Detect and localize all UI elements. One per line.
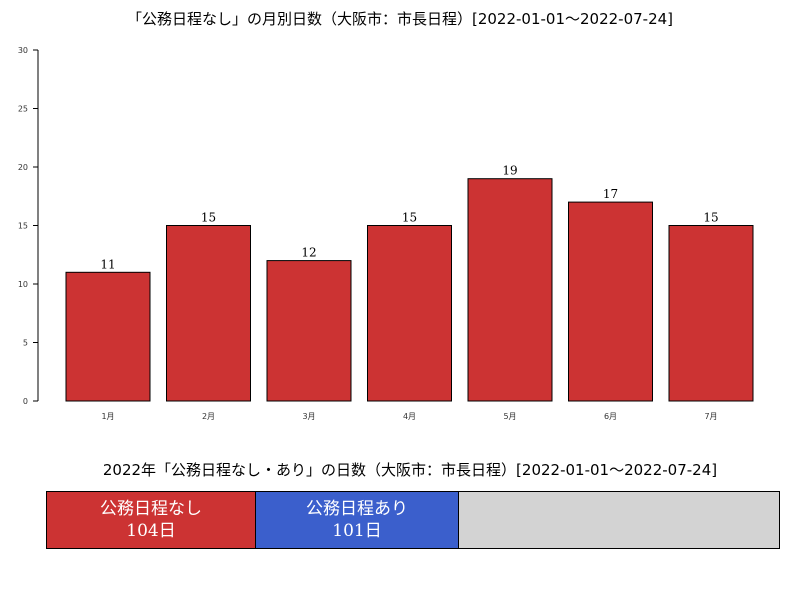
bar: [266, 260, 352, 402]
x-tick-label: 2月: [202, 412, 215, 421]
chart-title: 「公務日程なし」の月別日数（大阪市：市長日程）[2022-01-01〜2022-…: [127, 10, 673, 28]
y-tick-label: 10: [18, 280, 28, 289]
bar-value-label: 17: [603, 187, 618, 201]
x-tick-label: 1月: [101, 412, 114, 421]
bar-value-label: 15: [703, 211, 718, 225]
segment-with-duty: 公務日程あり 101日: [255, 491, 459, 549]
bar: [467, 178, 553, 402]
bar: [166, 225, 251, 402]
bar-value-label: 15: [402, 211, 417, 225]
segment-remaining: [458, 491, 780, 549]
segment-no-duty-label: 公務日程なし: [100, 499, 202, 519]
segment-no-duty-value: 104日: [126, 521, 176, 541]
bar: [65, 271, 151, 402]
summary-title: 2022年「公務日程なし・あり」の日数（大阪市：市長日程）[2022-01-01…: [102, 461, 718, 479]
y-tick-label: 20: [18, 163, 28, 172]
segment-no-duty: 公務日程なし 104日: [46, 491, 256, 549]
monthly-bar-chart: 「公務日程なし」の月別日数（大阪市：市長日程）[2022-01-01〜2022-…: [18, 10, 754, 421]
x-tick-label: 6月: [604, 412, 617, 421]
bar-value-label: 12: [301, 246, 316, 260]
x-tick-label: 5月: [503, 412, 516, 421]
bar: [568, 201, 653, 402]
y-tick-label: 5: [23, 339, 28, 348]
y-tick-label: 15: [18, 222, 28, 231]
x-tick-label: 3月: [302, 412, 315, 421]
segment-with-duty-label: 公務日程あり: [306, 499, 408, 519]
bar-value-label: 15: [201, 211, 216, 225]
y-tick-label: 25: [18, 105, 28, 114]
y-tick-label: 0: [23, 397, 28, 406]
bar: [668, 225, 754, 402]
segment-with-duty-value: 101日: [332, 521, 382, 541]
y-tick-label: 30: [18, 46, 28, 55]
y-axis-ticks: 0 5 10 15 20 25 30: [18, 46, 38, 406]
bar-value-label: 19: [502, 164, 517, 178]
x-tick-label: 4月: [403, 412, 416, 421]
bar: [367, 225, 452, 402]
bars-group: 11 1月 15 2月 12 3月 15 4月 19 5月 17 6月 15 7月: [65, 164, 754, 421]
x-tick-label: 7月: [704, 412, 717, 421]
bar-value-label: 11: [100, 257, 115, 271]
